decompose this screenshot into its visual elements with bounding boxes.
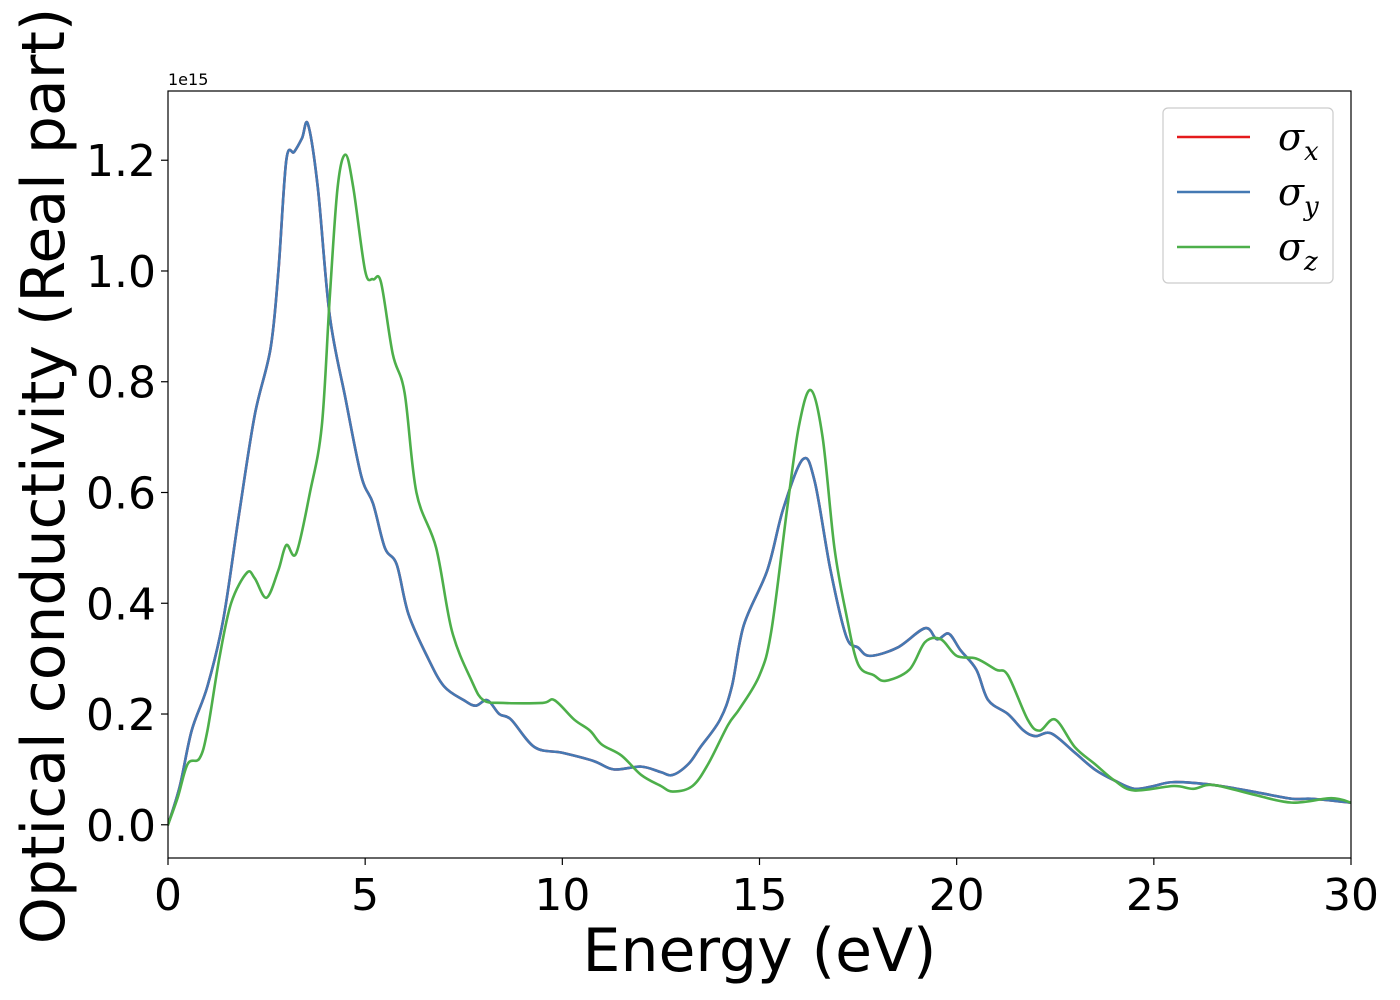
y-tick-label: 0.4 [86, 579, 156, 630]
x-tick-label: 5 [351, 870, 379, 921]
legend-symbol: σ [1278, 225, 1305, 269]
legend-subscript: z [1303, 247, 1318, 277]
y-offset-label: 1e15 [168, 70, 208, 89]
y-tick-label: 0.6 [86, 468, 156, 519]
x-tick-label: 25 [1126, 870, 1182, 921]
x-tick-label: 0 [154, 870, 182, 921]
y-tick-label: 1.2 [86, 136, 156, 187]
legend-symbol: σ [1278, 115, 1305, 159]
legend-label-sigma-y: σy [1278, 170, 1319, 222]
legend-label-sigma-z: σz [1278, 225, 1318, 277]
x-tick-label: 20 [929, 870, 985, 921]
x-tick-label: 30 [1323, 870, 1379, 921]
y-axis: 0.0 0.2 0.4 0.6 0.8 1.0 1.2 [86, 136, 168, 852]
series-line-sigma-y [168, 120, 1351, 827]
x-tick-label: 10 [534, 870, 590, 921]
y-tick-label: 0.8 [86, 358, 156, 409]
legend-box [1162, 107, 1334, 284]
x-axis: 0 5 10 15 20 25 30 [154, 858, 1379, 921]
legend-subscript: x [1304, 137, 1319, 167]
y-tick-label: 0.2 [86, 690, 156, 741]
x-tick-label: 15 [732, 870, 788, 921]
legend-label-sigma-x: σx [1278, 115, 1319, 167]
series-line-sigma-z [168, 153, 1351, 827]
legend-symbol: σ [1278, 170, 1305, 214]
series-layer [168, 120, 1351, 827]
legend-subscript: y [1303, 192, 1319, 222]
y-axis-title: Optical conductivity (Real part) [9, 8, 79, 945]
x-axis-title: Energy (eV) [583, 916, 937, 986]
y-tick-label: 0.0 [86, 801, 156, 852]
y-tick-label: 1.0 [86, 247, 156, 298]
